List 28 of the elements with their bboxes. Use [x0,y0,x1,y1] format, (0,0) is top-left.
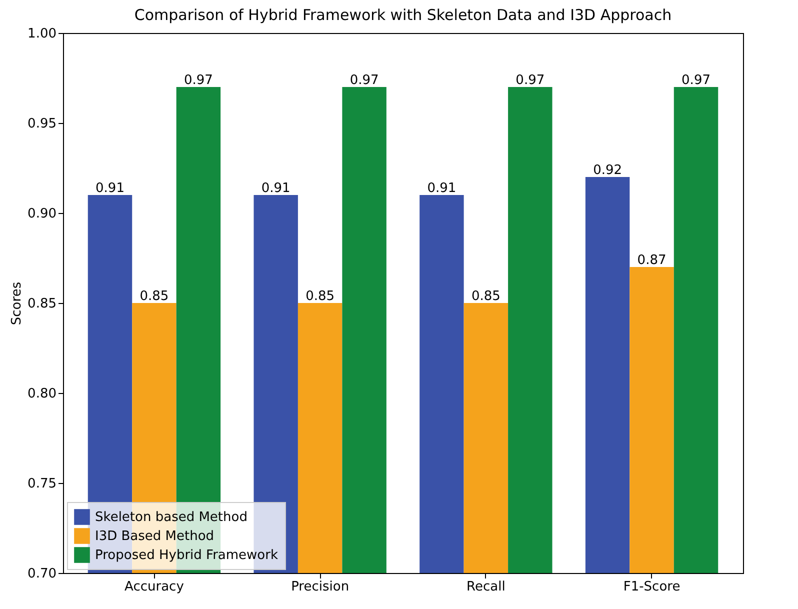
legend-label: I3D Based Method [95,529,214,544]
data-label: 0.85 [471,289,500,304]
y-tick-label: 0.85 [28,296,56,312]
chart-title: Comparison of Hybrid Framework with Skeleton Data and I3D Approach [134,6,672,24]
data-label: 0.91 [96,181,124,196]
y-tick-label: 0.80 [28,386,56,402]
y-tick-label: 1.00 [28,26,56,42]
y-axis-title: Scores [10,282,25,326]
data-label: 0.85 [306,289,335,304]
x-tick-label: F1-Score [623,580,680,594]
x-tick-label: Recall [466,580,506,594]
data-label: 0.97 [184,73,213,88]
y-tick-label: 0.90 [28,206,56,222]
legend-label: Skeleton based Method [95,510,248,525]
data-label: 0.87 [637,253,666,268]
legend-label: Proposed Hybrid Framework [95,548,278,563]
data-label: 0.97 [516,73,545,88]
y-tick-label: 0.75 [28,476,56,492]
data-label: 0.97 [350,73,379,88]
y-tick-label: 0.95 [28,116,56,132]
data-label: 0.85 [140,289,169,304]
x-tick-label: Precision [291,580,350,594]
data-label: 0.97 [682,73,710,88]
data-label: 0.92 [593,163,622,178]
data-label: 0.91 [427,181,456,196]
y-tick-label: 0.70 [28,566,56,582]
data-label: 0.91 [261,181,290,196]
x-tick-label: Accuracy [124,580,184,594]
